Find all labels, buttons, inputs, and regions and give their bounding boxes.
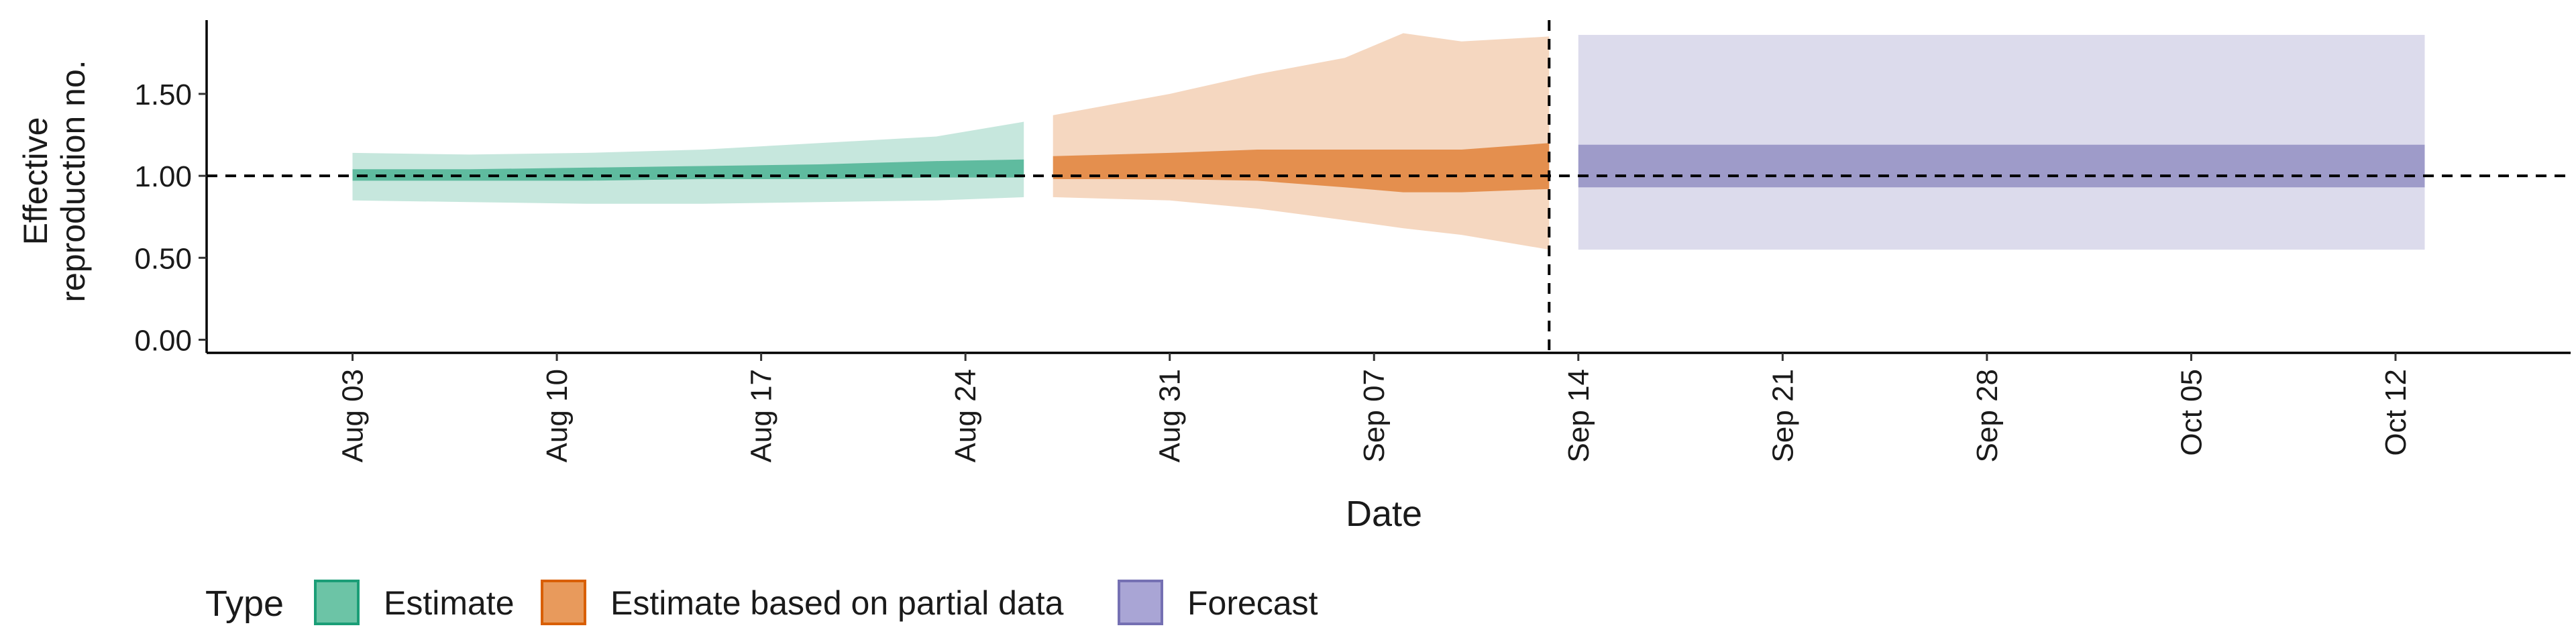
x-tick-label: Aug 03 xyxy=(337,369,370,462)
x-tick-label: Aug 17 xyxy=(745,369,778,462)
y-axis-title-line-2: reproduction no. xyxy=(54,60,92,302)
band-90-estimate xyxy=(352,121,1024,204)
legend-label-estimate-based-on-partial-data: Estimate based on partial data xyxy=(610,584,1064,622)
y-tick-label: 1.00 xyxy=(134,160,192,193)
y-tick-label: 0.50 xyxy=(134,242,192,275)
x-tick-label: Sep 21 xyxy=(1766,369,1799,462)
axes: 0.00 0.50 1.00 1.50 Aug 03 Aug 10 Aug 17 Aug 24… xyxy=(134,20,2571,462)
y-tick-label: 1.50 xyxy=(134,78,192,111)
x-axis-title: Date xyxy=(1346,494,1422,534)
band-50-estimate-based-on-partial-data xyxy=(1053,143,1550,193)
y-tick-label: 0.00 xyxy=(134,324,192,357)
legend-key-forecast xyxy=(1118,580,1163,625)
band-50-estimate xyxy=(352,159,1024,181)
x-tick-label: Sep 28 xyxy=(1971,369,2004,462)
legend: Type Estimate Estimate based on partial d… xyxy=(205,580,1318,625)
legend-key-estimate-based-on-partial-data xyxy=(541,580,586,625)
legend-label-forecast: Forecast xyxy=(1187,584,1318,622)
x-tick-label: Oct 12 xyxy=(2379,369,2412,456)
x-tick-label: Sep 07 xyxy=(1358,369,1391,462)
band-50-forecast xyxy=(1578,144,2425,188)
legend-key-estimate xyxy=(314,580,360,625)
x-tick-label: Aug 10 xyxy=(541,369,574,462)
x-tick-label: Oct 05 xyxy=(2175,369,2208,456)
x-tick-label: Aug 24 xyxy=(949,369,982,462)
x-tick-label: Aug 31 xyxy=(1154,369,1187,462)
series-bands xyxy=(352,33,2425,250)
band-90-estimate-based-on-partial-data xyxy=(1053,33,1550,250)
x-tick-label: Sep 14 xyxy=(1562,369,1595,462)
y-axis-title-line-1: Effective xyxy=(17,117,54,246)
band-90-forecast xyxy=(1578,35,2425,250)
legend-label-estimate: Estimate xyxy=(384,584,515,622)
legend-title: Type xyxy=(205,584,284,624)
